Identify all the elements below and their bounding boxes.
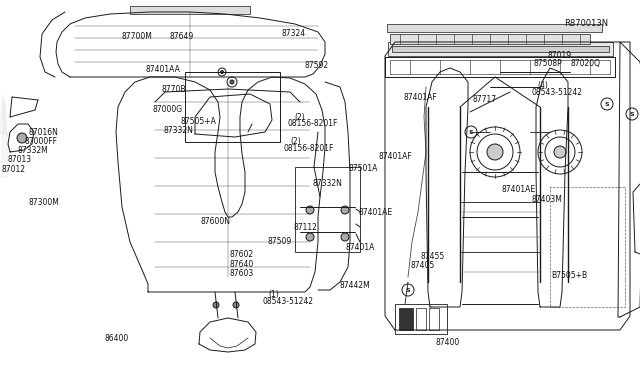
Text: 87509: 87509 (268, 237, 292, 246)
Bar (399, 308, 413, 330)
Circle shape (221, 71, 223, 74)
Text: 87012: 87012 (2, 165, 26, 174)
Text: 87332N: 87332N (164, 126, 194, 135)
Text: (2): (2) (294, 113, 305, 122)
Text: 87020Q: 87020Q (571, 59, 601, 68)
Bar (550, 187, 625, 307)
Text: 87717: 87717 (472, 95, 497, 104)
Text: 08156-8201F: 08156-8201F (284, 144, 334, 153)
Bar (388, 42, 613, 56)
Polygon shape (0, 100, 8, 177)
Text: 87332N: 87332N (312, 179, 342, 188)
Text: B7505+B: B7505+B (552, 271, 588, 280)
Text: 87401AA: 87401AA (146, 65, 180, 74)
Bar (395, 304, 447, 334)
Text: 08543-51242: 08543-51242 (531, 88, 582, 97)
Text: 87400: 87400 (435, 338, 460, 347)
Text: 87300M: 87300M (29, 198, 60, 207)
Circle shape (487, 144, 503, 160)
Text: 87332M: 87332M (18, 146, 49, 155)
Circle shape (341, 206, 349, 214)
Text: 87000FF: 87000FF (24, 137, 58, 146)
Text: 87013: 87013 (8, 155, 32, 164)
Text: S: S (630, 112, 634, 116)
Text: 87455: 87455 (420, 252, 445, 261)
Text: 08543-51242: 08543-51242 (262, 297, 314, 306)
Polygon shape (0, 94, 8, 137)
Circle shape (626, 108, 638, 120)
Text: 87508P: 87508P (533, 59, 562, 68)
Text: 87700M: 87700M (122, 32, 152, 41)
Circle shape (233, 302, 239, 308)
Text: 87600N: 87600N (201, 217, 231, 226)
Circle shape (306, 206, 314, 214)
Text: 87501A: 87501A (348, 164, 378, 173)
Bar (416, 308, 426, 330)
Text: 87401AF: 87401AF (378, 153, 412, 161)
Bar (392, 46, 609, 52)
Text: (1): (1) (269, 291, 280, 299)
Bar (390, 34, 590, 44)
Bar (387, 24, 602, 32)
Circle shape (554, 146, 566, 158)
Text: S: S (468, 129, 474, 135)
Text: 86400: 86400 (104, 334, 129, 343)
Circle shape (341, 233, 349, 241)
Text: 87112: 87112 (294, 223, 317, 232)
Circle shape (601, 98, 613, 110)
Text: 08156-8201F: 08156-8201F (288, 119, 339, 128)
Text: 87602: 87602 (229, 250, 253, 259)
Circle shape (465, 126, 477, 138)
Text: S: S (406, 288, 410, 292)
Circle shape (402, 284, 414, 296)
Text: S: S (605, 102, 609, 106)
Bar (185, 72, 280, 142)
Bar (130, 6, 250, 14)
Text: 87324: 87324 (282, 29, 306, 38)
Text: 87401AE: 87401AE (358, 208, 392, 217)
Text: R870013N: R870013N (564, 19, 609, 28)
Text: 87649: 87649 (170, 32, 194, 41)
Text: 87603: 87603 (229, 269, 253, 278)
Text: 8770B: 8770B (161, 85, 186, 94)
Circle shape (17, 133, 27, 143)
Text: 87403M: 87403M (531, 195, 562, 203)
Text: 87592: 87592 (305, 61, 329, 70)
Text: 87401A: 87401A (346, 243, 375, 252)
Text: 87401AF: 87401AF (403, 93, 437, 102)
Text: 87640: 87640 (229, 260, 253, 269)
Text: 87442M: 87442M (339, 281, 370, 290)
Text: 87405: 87405 (411, 262, 435, 270)
Text: 87000G: 87000G (152, 105, 182, 114)
Bar (295, 167, 360, 252)
Text: 87016N: 87016N (29, 128, 59, 137)
Bar (429, 308, 439, 330)
Text: (2): (2) (290, 137, 301, 146)
Text: 87505+A: 87505+A (180, 117, 216, 126)
Text: 87019: 87019 (547, 51, 572, 60)
Circle shape (230, 80, 234, 84)
Circle shape (213, 302, 219, 308)
Circle shape (306, 233, 314, 241)
Text: 87401AE: 87401AE (502, 185, 536, 194)
Text: (4): (4) (538, 81, 548, 90)
